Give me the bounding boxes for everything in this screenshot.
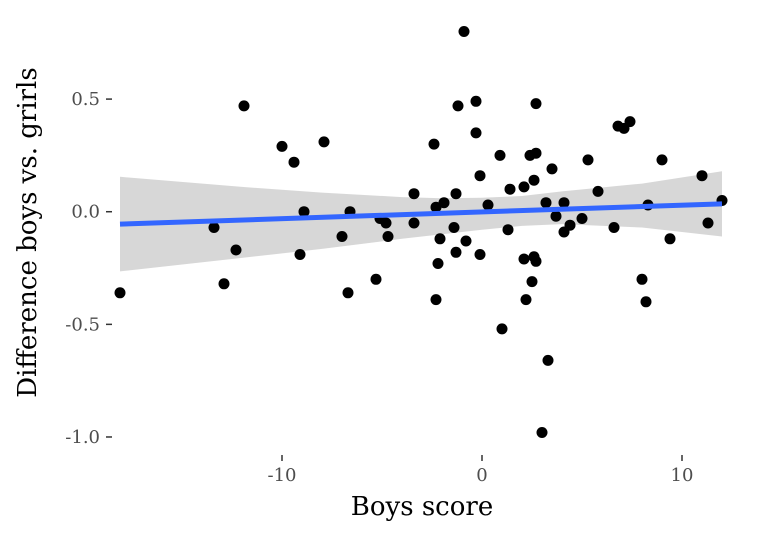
data-point — [458, 26, 470, 37]
data-point — [448, 222, 460, 233]
data-point — [114, 287, 126, 299]
data-point — [438, 197, 450, 209]
data-point — [432, 258, 444, 269]
data-point — [474, 170, 486, 182]
data-point — [504, 183, 516, 195]
data-point — [518, 253, 530, 265]
data-points — [114, 26, 728, 438]
data-point — [576, 213, 588, 224]
data-point — [218, 278, 230, 290]
x-axis: -10 0 10 — [268, 455, 694, 486]
data-point — [474, 249, 486, 260]
x-tick-label: 10 — [671, 465, 694, 486]
data-point — [550, 210, 562, 222]
data-point — [494, 149, 506, 161]
plot-area — [114, 26, 728, 438]
data-point — [592, 185, 604, 197]
data-point — [624, 116, 636, 128]
data-point — [636, 273, 648, 285]
data-point — [656, 154, 668, 166]
data-point — [430, 294, 442, 306]
data-point — [382, 231, 394, 242]
data-point — [408, 188, 420, 200]
data-point — [434, 233, 446, 245]
data-point — [496, 323, 508, 335]
data-point — [546, 163, 558, 175]
data-point — [520, 294, 532, 306]
data-point — [380, 217, 392, 229]
data-point — [482, 199, 494, 211]
data-point — [696, 170, 708, 182]
data-point — [342, 287, 354, 299]
data-point — [318, 136, 330, 148]
data-point — [564, 219, 576, 231]
data-point — [582, 154, 594, 166]
data-point — [526, 276, 538, 288]
data-point — [530, 147, 542, 159]
regression-line — [119, 201, 723, 227]
data-point — [518, 181, 530, 193]
x-tick-label: 0 — [476, 465, 487, 486]
data-point — [470, 95, 482, 107]
data-point — [460, 235, 472, 247]
data-point — [238, 100, 250, 112]
data-point — [452, 100, 464, 112]
y-tick-label: -1.0 — [65, 427, 100, 448]
y-tick-label: 0.0 — [71, 202, 100, 223]
data-point — [450, 246, 462, 258]
data-point — [502, 224, 514, 236]
data-point — [450, 188, 462, 200]
data-point — [540, 197, 552, 209]
data-point — [298, 206, 310, 218]
data-point — [530, 255, 542, 267]
data-point — [230, 244, 242, 256]
data-point — [530, 98, 542, 110]
data-point — [288, 156, 300, 168]
y-tick-label: 0.5 — [71, 89, 100, 110]
confidence-band — [120, 171, 722, 272]
data-point — [702, 217, 714, 229]
data-point — [528, 174, 540, 186]
data-point — [370, 273, 382, 285]
data-point — [608, 222, 620, 233]
data-point — [640, 296, 652, 308]
x-axis-title: Boys score — [351, 492, 493, 522]
y-axis: 0.5 0.0 -0.5 -1.0 — [65, 89, 112, 448]
data-point — [408, 217, 420, 229]
data-point — [276, 140, 288, 152]
y-tick-label: -0.5 — [65, 314, 100, 335]
data-point — [542, 354, 554, 366]
data-point — [208, 222, 220, 233]
data-point — [536, 427, 548, 438]
data-point — [558, 197, 570, 209]
data-point — [430, 201, 442, 213]
data-point — [470, 127, 482, 139]
data-point — [336, 231, 348, 242]
y-axis-title: Difference boys vs. grirls — [13, 67, 43, 397]
data-point — [664, 233, 676, 245]
x-tick-label: -10 — [268, 465, 297, 486]
data-point — [294, 249, 306, 260]
data-point — [428, 138, 440, 150]
